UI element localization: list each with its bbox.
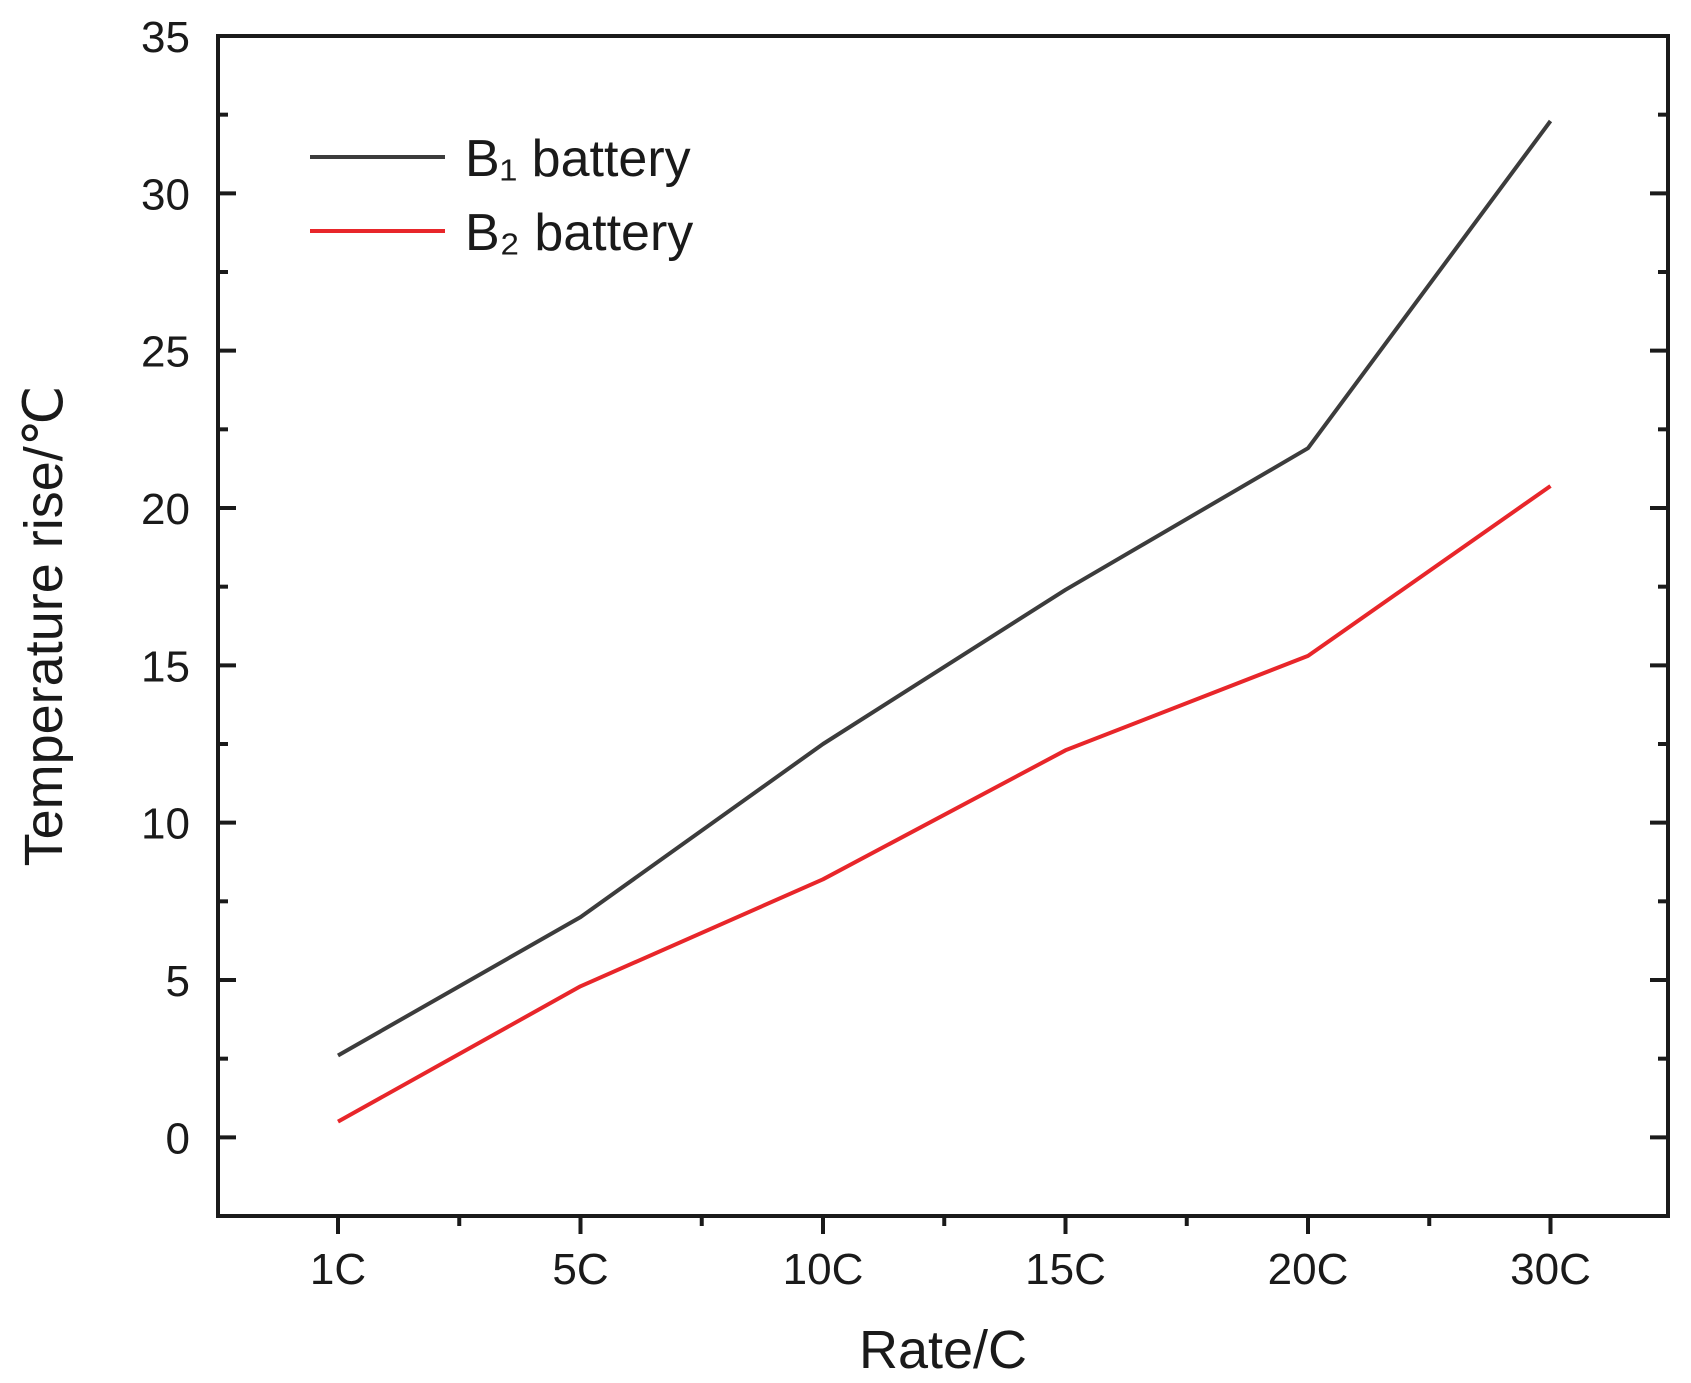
plot-frame bbox=[216, 34, 1670, 1218]
y-tick-label: 0 bbox=[166, 1114, 190, 1163]
legend: B₁ battery B₂ battery bbox=[310, 130, 693, 262]
x-tick-label: 30C bbox=[1510, 1245, 1591, 1294]
y-tick-label: 15 bbox=[141, 642, 190, 691]
y-tick-label: 10 bbox=[141, 800, 190, 849]
y-tick-label: 25 bbox=[141, 328, 190, 377]
y-axis-ticks bbox=[218, 34, 1668, 1140]
series-line-b2 bbox=[337, 484, 1552, 1124]
legend-label-b1: B₁ battery bbox=[465, 130, 691, 188]
x-tick-label: 15C bbox=[1025, 1245, 1106, 1294]
y-axis-tick-labels: 0 5 10 15 20 25 30 35 bbox=[141, 13, 190, 1163]
series-line-b1 bbox=[337, 119, 1553, 1058]
legend-label-b2: B₂ battery bbox=[465, 204, 693, 262]
x-tick-label: 5C bbox=[552, 1245, 608, 1294]
series-lines bbox=[337, 119, 1553, 1124]
y-tick-label: 30 bbox=[141, 170, 190, 219]
y-tick-label: 5 bbox=[166, 957, 190, 1006]
x-tick-label: 20C bbox=[1268, 1245, 1349, 1294]
y-axis-title: Temperature rise/℃ bbox=[14, 386, 74, 867]
x-tick-label: 1C bbox=[310, 1245, 366, 1294]
plot-area bbox=[216, 34, 1670, 1218]
y-tick-label: 35 bbox=[141, 13, 190, 62]
x-axis-tick-labels: 1C 5C 10C 15C 20C 30C bbox=[310, 1245, 1591, 1294]
x-axis-title: Rate/C bbox=[859, 1320, 1027, 1380]
y-tick-label: 20 bbox=[141, 485, 190, 534]
x-tick-label: 10C bbox=[783, 1245, 864, 1294]
x-axis-ticks bbox=[336, 1216, 1553, 1234]
